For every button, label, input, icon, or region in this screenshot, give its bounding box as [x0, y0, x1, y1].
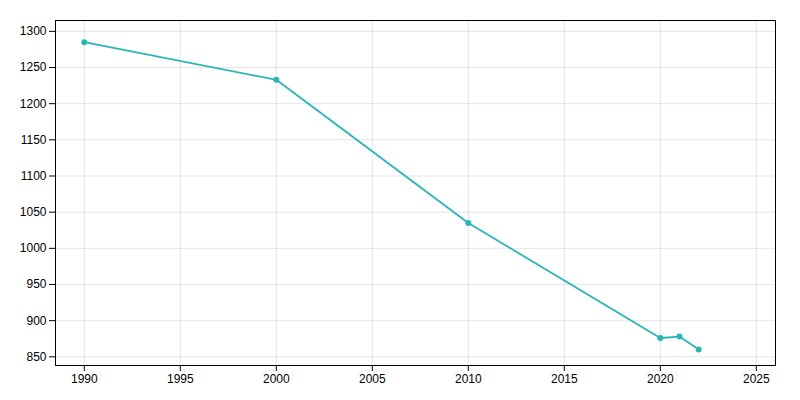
svg-text:2005: 2005	[359, 372, 386, 386]
svg-text:2015: 2015	[551, 372, 578, 386]
svg-text:1990: 1990	[71, 372, 98, 386]
svg-text:900: 900	[26, 313, 46, 327]
svg-text:1000: 1000	[20, 241, 47, 255]
svg-text:950: 950	[26, 277, 46, 291]
svg-text:1300: 1300	[20, 24, 47, 38]
svg-text:2010: 2010	[455, 372, 482, 386]
svg-text:2000: 2000	[263, 372, 290, 386]
svg-text:1050: 1050	[20, 205, 47, 219]
svg-text:2020: 2020	[647, 372, 674, 386]
svg-text:1100: 1100	[21, 169, 47, 183]
svg-text:1150: 1150	[21, 133, 47, 147]
svg-text:1250: 1250	[20, 60, 47, 74]
svg-text:850: 850	[26, 350, 46, 364]
svg-text:2025: 2025	[743, 372, 770, 386]
svg-text:1200: 1200	[20, 97, 47, 111]
svg-text:1995: 1995	[167, 372, 194, 386]
